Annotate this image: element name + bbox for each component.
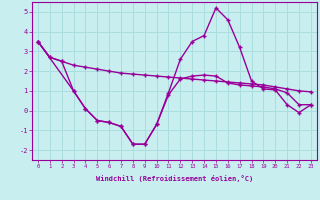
- X-axis label: Windchill (Refroidissement éolien,°C): Windchill (Refroidissement éolien,°C): [96, 175, 253, 182]
